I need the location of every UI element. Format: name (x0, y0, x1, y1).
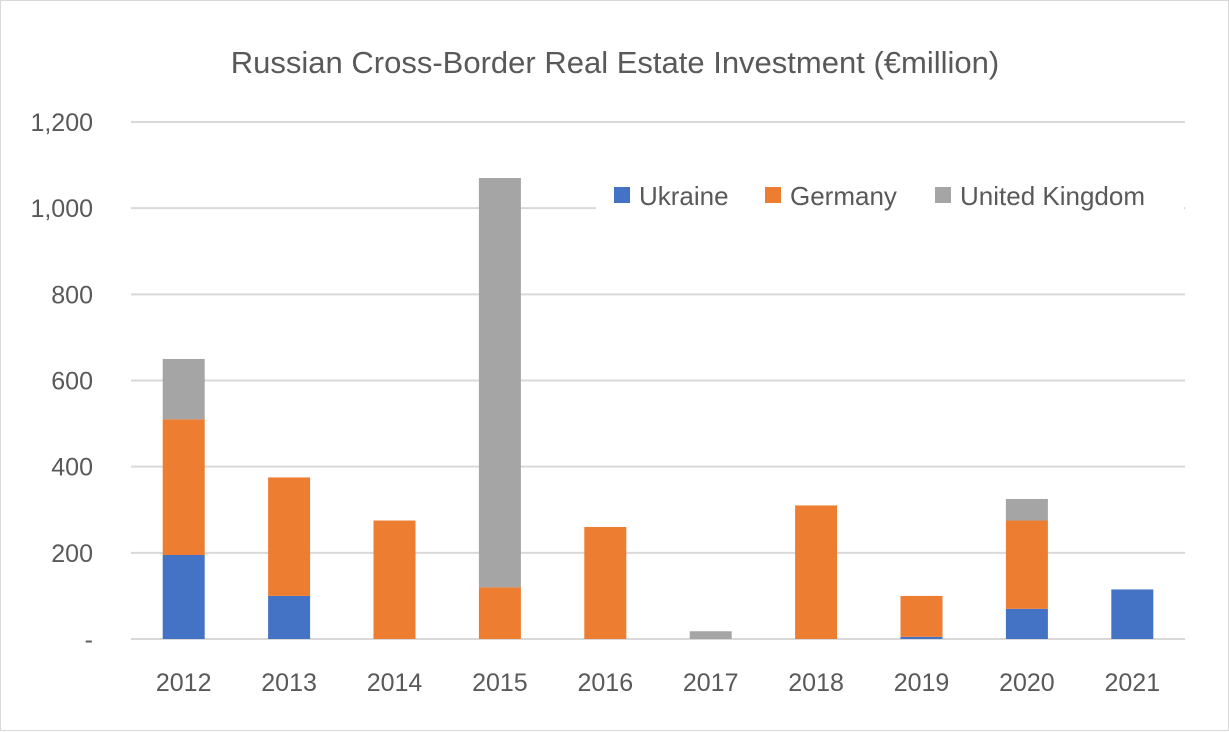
y-tick-label: 400 (51, 454, 93, 482)
bar-ukraine-2019 (900, 636, 943, 639)
legend: Ukraine Germany United Kingdom (596, 173, 1184, 221)
bar-germany-2015 (478, 587, 521, 639)
x-tick-label: 2012 (156, 669, 212, 697)
bar-ukraine-2013 (268, 595, 311, 639)
x-axis-ticks: 2012 2013 2014 2015 2016 2017 2018 2019 2020 2021 (156, 669, 1160, 697)
bar-ukraine-2012 (162, 554, 205, 639)
y-tick-label: 800 (51, 281, 93, 309)
bar-germany-2020 (1005, 520, 1048, 609)
bar-germany-2012 (162, 419, 205, 555)
y-tick-label: 200 (51, 540, 93, 568)
legend-background (596, 173, 1184, 221)
bar-united-kingdom-2020 (1005, 498, 1048, 521)
x-tick-label: 2020 (999, 669, 1055, 697)
legend-swatch-united-kingdom (935, 187, 951, 203)
bar-germany-2013 (268, 477, 311, 596)
bar-united-kingdom-2012 (162, 358, 205, 420)
x-tick-label: 2017 (683, 669, 739, 697)
legend-label: Germany (790, 181, 897, 211)
x-tick-label: 2018 (788, 669, 844, 697)
legend-swatch-ukraine (614, 187, 630, 203)
y-tick-label: 1,000 (30, 195, 93, 223)
bar-germany-2014 (373, 520, 416, 639)
y-axis-ticks: - 200 400 600 800 1,000 1,200 (30, 109, 93, 654)
y-tick-label: - (85, 626, 93, 654)
bar-germany-2016 (584, 526, 627, 639)
y-tick-label: 600 (51, 368, 93, 396)
legend-label: Ukraine (639, 181, 729, 211)
x-tick-label: 2016 (577, 669, 633, 697)
x-tick-label: 2021 (1104, 669, 1160, 697)
bar-united-kingdom-2017 (689, 631, 732, 639)
bar-ukraine-2020 (1005, 608, 1048, 639)
x-tick-label: 2014 (367, 669, 423, 697)
x-tick-label: 2013 (261, 669, 317, 697)
legend-swatch-germany (765, 187, 781, 203)
bar-germany-2018 (795, 505, 838, 639)
x-tick-label: 2019 (894, 669, 950, 697)
x-tick-label: 2015 (472, 669, 528, 697)
chart-title: Russian Cross-Border Real Estate Investm… (231, 45, 999, 80)
y-tick-label: 1,200 (30, 109, 93, 137)
bar-united-kingdom-2015 (478, 178, 521, 588)
legend-label: United Kingdom (960, 181, 1145, 211)
bar-germany-2019 (900, 595, 943, 637)
bar-ukraine-2021 (1111, 589, 1154, 639)
bars (162, 178, 1154, 639)
